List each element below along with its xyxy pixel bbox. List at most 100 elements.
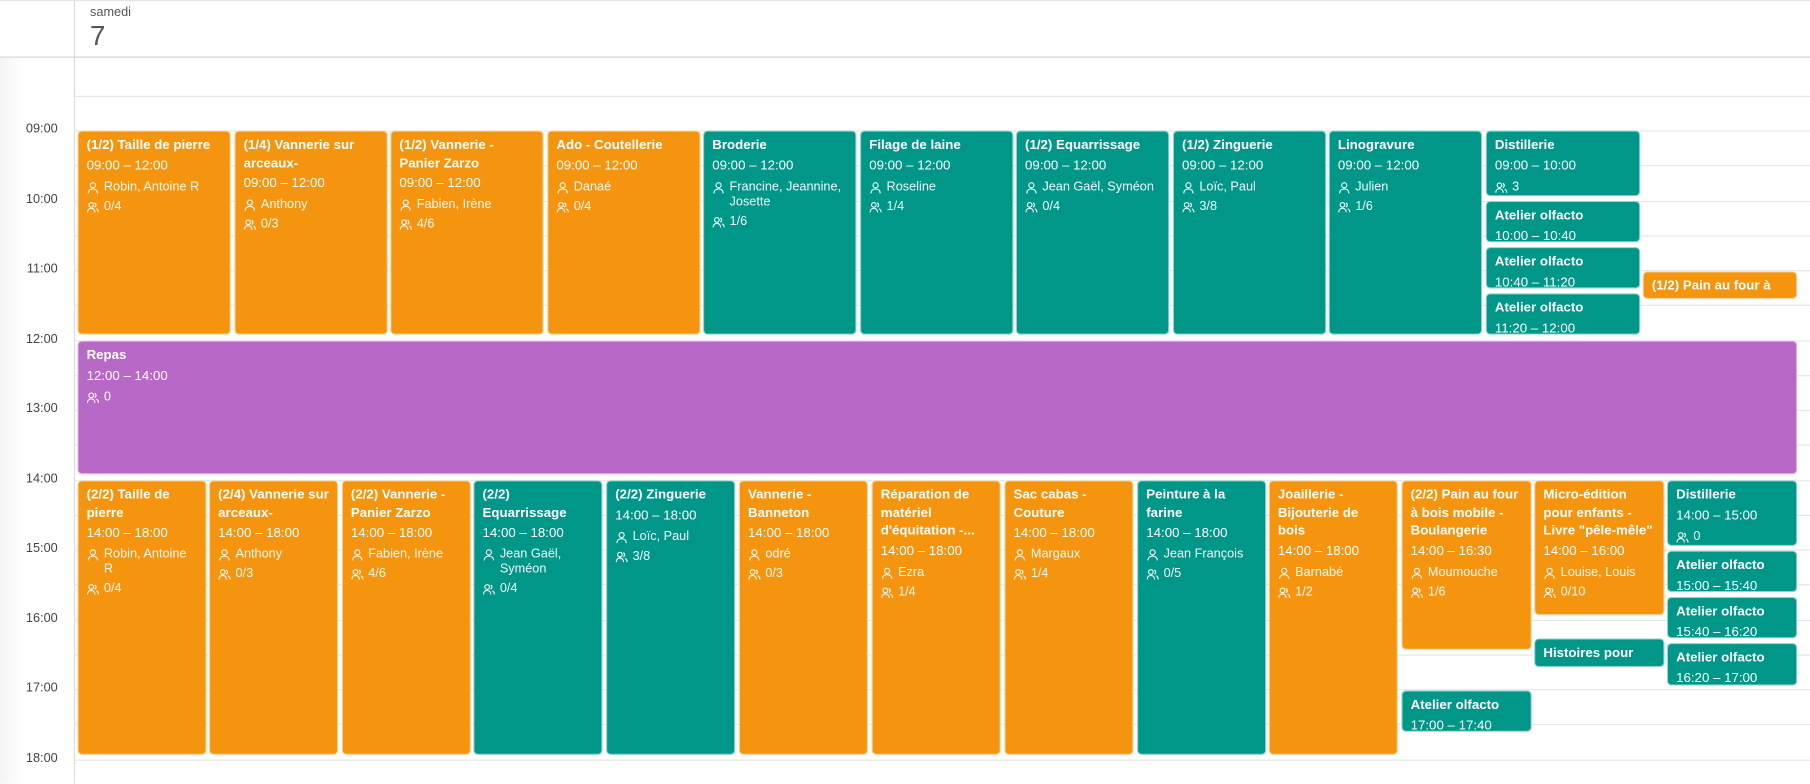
event[interactable]: Filage de laine 09:00 – 12:00 Roseline 1/4 (859, 130, 1014, 335)
person-icon (352, 549, 363, 561)
people-names: Moumouche (1427, 565, 1498, 579)
event[interactable]: Atelier olfacto 10:40 – 11:20 (1485, 247, 1641, 289)
event[interactable]: Atelier olfacto 17:00 – 17:40 (1401, 690, 1532, 732)
hour-label: 18:00 (25, 750, 58, 765)
people-names: Anthony (260, 197, 308, 212)
event[interactable]: (2/2) Zinguerie 14:00 – 18:00 Loïc, Paul 3/… (606, 480, 736, 755)
event-title: (1/2) Taille de pierre (86, 138, 211, 153)
event-count: 1/4 (1013, 566, 1125, 582)
event[interactable]: Histoires pour (1534, 638, 1665, 668)
event-time: 09:00 – 12:00 (1025, 158, 1107, 173)
event[interactable]: (1/2) Zinguerie 09:00 – 12:00 Loïc, Paul 3/… (1172, 130, 1327, 335)
people-names: Margaux (1030, 547, 1081, 562)
event-title: (2/2) Vannerie - Panier Zarzo (350, 488, 446, 521)
participant-count: 0 (1693, 529, 1701, 544)
group-icon (881, 586, 894, 598)
group-icon (712, 216, 725, 227)
people-names: Fabien, Irène (368, 547, 444, 562)
participant-count: 0/3 (765, 566, 783, 581)
event-count: 0/3 (243, 217, 379, 232)
event-people: Moumouche (1411, 565, 1523, 580)
event[interactable]: Atelier olfacto 16:20 – 17:00 (1666, 642, 1798, 686)
event-title: Distillerie (1676, 488, 1736, 503)
participant-count: 1/4 (898, 584, 916, 599)
participant-count: 3 (1512, 179, 1520, 194)
event-title: Micro-édition pour enfants - Livre "pêle… (1543, 488, 1653, 538)
participant-count: 1/6 (729, 214, 748, 228)
event-count: 1/2 (1278, 585, 1389, 600)
event[interactable]: Atelier olfacto 10:00 – 10:40 (1485, 200, 1641, 243)
group-icon (615, 551, 628, 562)
participant-count: 1/4 (1030, 566, 1049, 581)
group-icon (1025, 201, 1038, 212)
event-time: 09:00 – 10:00 (1494, 158, 1577, 173)
group-icon (1338, 201, 1351, 212)
event[interactable]: Broderie 09:00 – 12:00 Francine, Jeannine,… (702, 130, 857, 335)
event-time: 14:00 – 18:00 (1013, 526, 1095, 541)
event[interactable]: Distillerie 14:00 – 15:00 0 (1666, 480, 1798, 547)
event-count: 3/8 (615, 549, 726, 564)
group-icon (748, 569, 761, 580)
event[interactable]: (1/4) Vannerie sur arceaux- 09:00 – 12:00… (234, 130, 388, 335)
event-people: odré (748, 547, 859, 562)
person-icon (713, 181, 724, 193)
event[interactable]: (1/2) Taille de pierre 09:00 – 12:00 Robin… (77, 130, 231, 335)
event[interactable]: Repas 12:00 – 14:00 0 (77, 340, 1798, 475)
participant-count: 0/3 (235, 566, 254, 581)
event[interactable]: Vannerie - Banneton 14:00 – 18:00 odré 0/3 (738, 480, 869, 755)
person-icon (1147, 549, 1158, 561)
group-icon (556, 201, 569, 212)
event[interactable]: Linogravure 09:00 – 12:00 Julien 1/6 (1328, 130, 1483, 335)
group-icon (218, 569, 231, 580)
event-count: 0/4 (482, 582, 594, 597)
event-people: Loïc, Paul (1182, 179, 1317, 194)
group-icon (1543, 586, 1556, 598)
event[interactable]: Atelier olfacto 15:40 – 16:20 (1666, 596, 1798, 639)
event-title: Broderie (712, 138, 767, 153)
event[interactable]: (1/2) Vannerie - Panier Zarzo 09:00 – 12:… (390, 130, 544, 335)
group-icon (351, 569, 364, 580)
event-title: (1/2) Zinguerie (1182, 138, 1273, 153)
hour-label: 10:00 (25, 192, 58, 207)
group-icon (86, 201, 100, 212)
event[interactable]: Ado - Coutellerie 09:00 – 12:00 Danaé 0/4 (547, 130, 701, 335)
event-people: Fabien, Irène (399, 197, 534, 212)
event[interactable]: (2/2) Equarrissage 14:00 – 18:00 Jean Gaël… (473, 480, 603, 755)
event-title: Réparation de matériel d'équitation -... (880, 488, 975, 538)
event-people: Jean François (1146, 547, 1257, 562)
event[interactable]: Distillerie 09:00 – 10:00 3 (1485, 130, 1641, 197)
hour-label: 15:00 (25, 541, 58, 556)
event-title: Vannerie - Banneton (748, 488, 812, 521)
event-count: 1/4 (881, 585, 992, 600)
event[interactable]: Peinture à la farine 14:00 – 18:00 Jean Fr… (1137, 480, 1267, 755)
event[interactable]: (1/2) Equarrissage 09:00 – 12:00 Jean Gaël… (1015, 130, 1170, 335)
event[interactable]: Atelier olfacto 15:00 – 15:40 (1666, 550, 1798, 593)
group-icon (1410, 586, 1424, 598)
hour-label: 12:00 (25, 331, 58, 346)
event[interactable]: Sac cabas - Couture 14:00 – 18:00 Margaux 1… (1004, 480, 1134, 755)
event[interactable]: Atelier olfacto 11:20 – 12:00 (1485, 293, 1641, 335)
event[interactable]: Réparation de matériel d'équitation -...… (871, 480, 1001, 755)
event[interactable]: Joaillerie - Bijouterie de bois 14:00 – 1… (1268, 480, 1398, 755)
person-icon (749, 549, 760, 561)
day-number[interactable]: 7 (90, 20, 106, 52)
event[interactable]: Micro-édition pour enfants - Livre "pêle… (1534, 480, 1665, 616)
event-count: 0/3 (748, 567, 859, 582)
event-people: Roseline (869, 179, 1004, 194)
people-names: Jean François (1163, 547, 1244, 562)
person-icon (87, 549, 99, 561)
group-icon (1146, 569, 1159, 580)
event-people: Julien (1338, 179, 1473, 194)
group-icon (1278, 586, 1291, 598)
event-time: 09:00 – 12:00 (869, 158, 951, 173)
person-icon (244, 199, 256, 211)
event[interactable]: (2/2) Pain au four à bois mobile - Boula… (1401, 480, 1532, 650)
event[interactable]: (2/2) Vannerie - Panier Zarzo 14:00 – 18:… (341, 480, 471, 755)
event[interactable]: (2/2) Taille de pierre 14:00 – 18:00 Robin… (77, 480, 207, 755)
event-time: 15:40 – 16:20 (1676, 625, 1758, 639)
group-icon (86, 584, 100, 595)
event[interactable]: (2/4) Vannerie sur arceaux- 14:00 – 18:00… (208, 480, 339, 755)
event-title: Atelier olfacto (1676, 558, 1765, 573)
event[interactable]: (1/2) Pain au four à bois (1642, 271, 1798, 299)
